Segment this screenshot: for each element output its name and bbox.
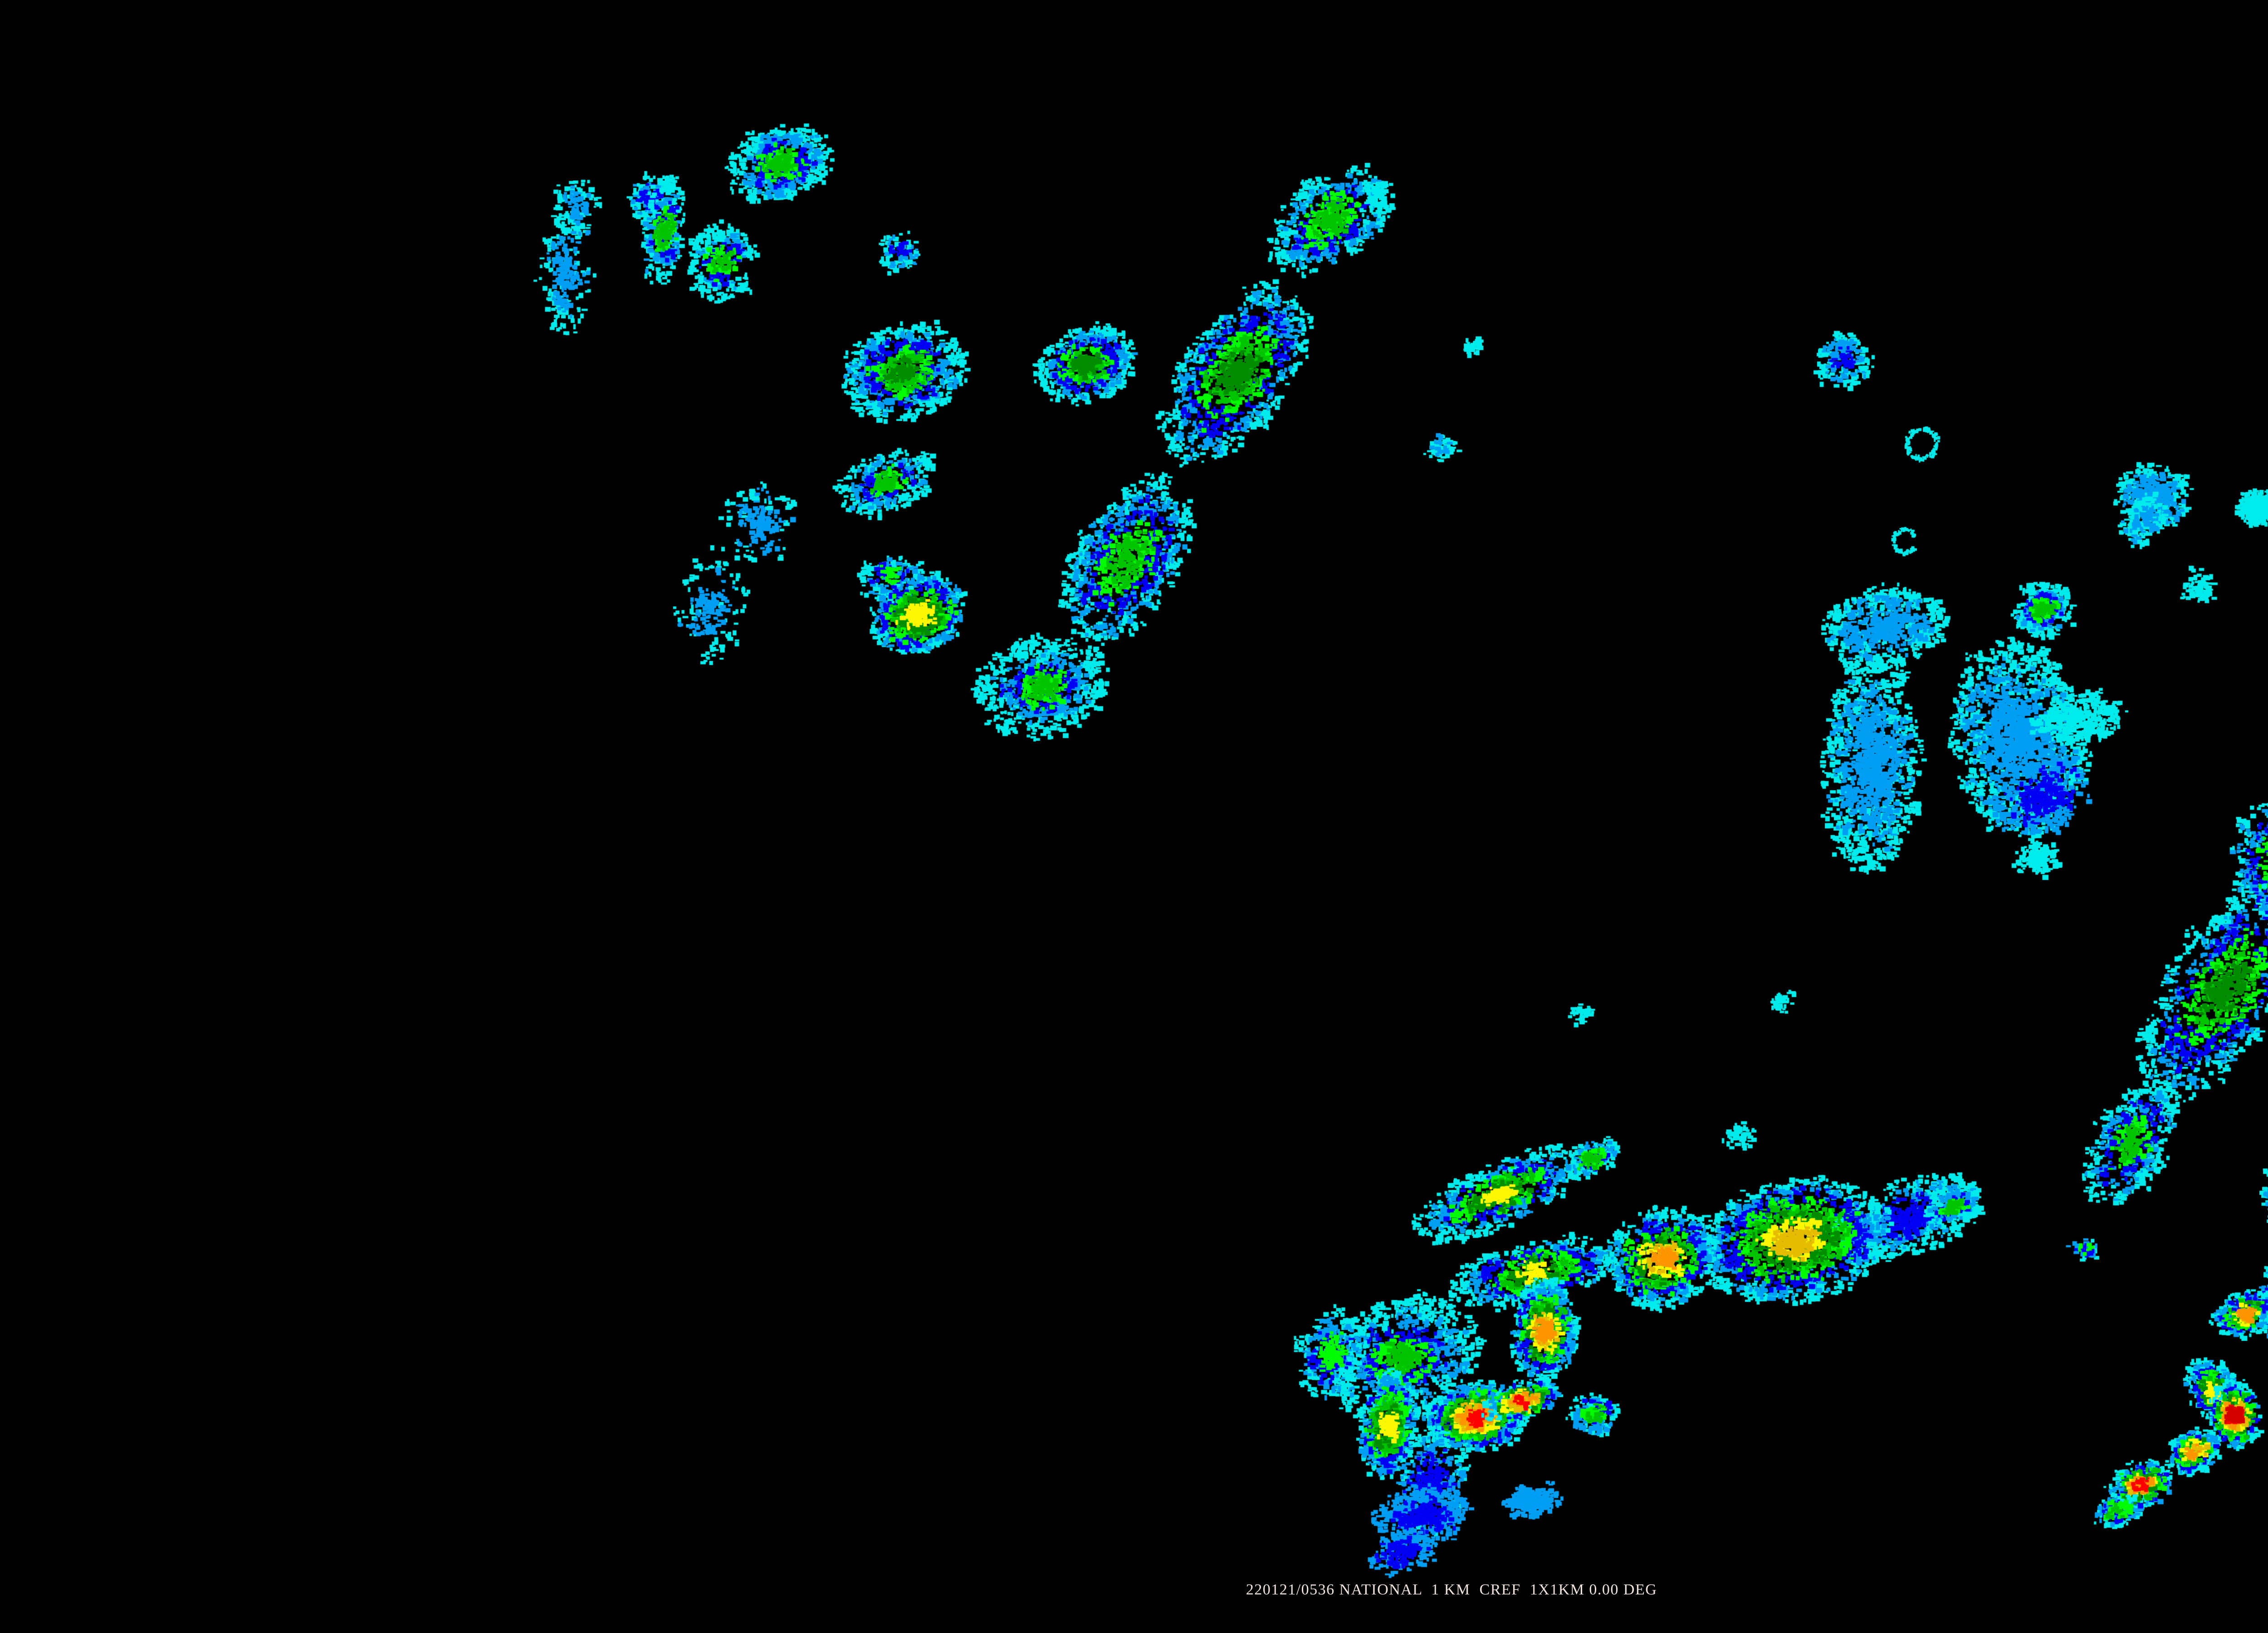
radar-display: 220121/0536 NATIONAL 1 KM CREF 1X1KM 0.0… xyxy=(0,0,2268,1633)
radar-map-canvas[interactable] xyxy=(0,0,2268,1633)
